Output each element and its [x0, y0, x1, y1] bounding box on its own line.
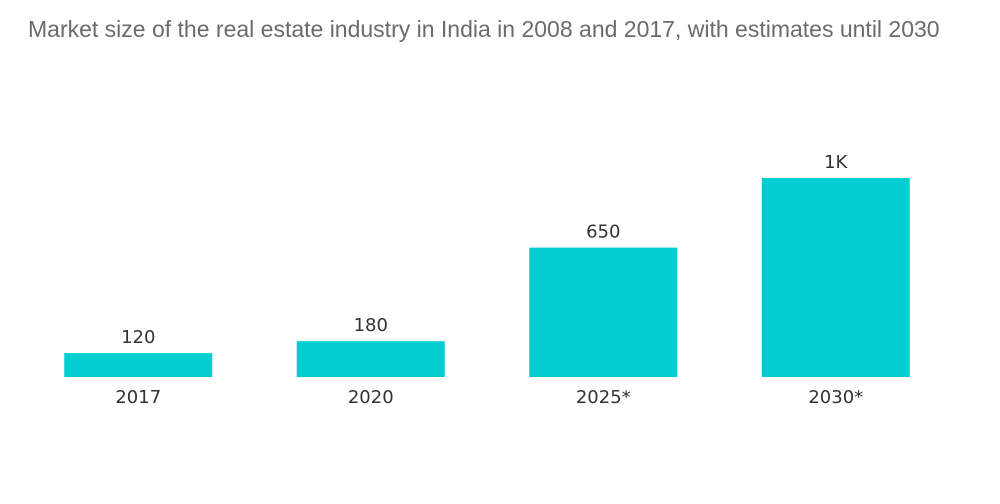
- x-tick-label-2020: 2020: [348, 387, 394, 408]
- data-label-2025-est: 650: [586, 222, 620, 243]
- bar-2025-est: [529, 247, 678, 377]
- x-tick-label-2025-est: 2025*: [576, 387, 631, 408]
- data-label-2020: 180: [354, 315, 388, 336]
- x-tick-label-2017: 2017: [115, 387, 161, 408]
- chart-title: Market size of the real estate industry …: [28, 16, 940, 42]
- data-label-2030-est: 1K: [824, 152, 848, 173]
- bar-2020: [296, 341, 445, 377]
- data-label-2017: 120: [121, 327, 155, 348]
- x-tick-label-2030-est: 2030*: [808, 387, 863, 408]
- bar-2030-est: [761, 178, 910, 377]
- bar-2017: [64, 353, 213, 377]
